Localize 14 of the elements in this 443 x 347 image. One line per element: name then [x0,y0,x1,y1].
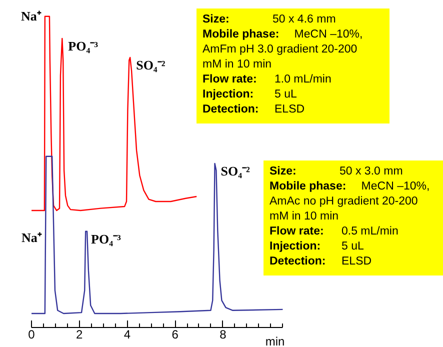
text: Size: 50 x 4.6 mm Mobile phase: MeCN –10%, AmFm pH 3.0 gradient 20-200 mM in 10 min Flow rate: 1.0 mL/min Injection: 5 uL Detection: ELSD [202,14,363,116]
x-tick-label: 0 [28,328,36,342]
annotation: PO₄⁻³ [91,231,121,246]
annotation: SO₄⁻² [220,164,250,179]
annotation: Na⁺ [22,230,42,246]
x-tick-label: 2 [76,328,84,342]
text: Size: 50 x 3.0 mm Mobile phase: MeCN –10%, AmAc no pH gradient 20-200 mM in 10 min Flow rate: 0.5 mL/min Injection: 5 uL Detection: ELSD [270,166,430,268]
annotation: SO₄⁻² [136,57,166,72]
x-axis-title: min [265,334,285,347]
annotation: PO₄⁻³ [68,38,98,54]
x-tick-label: 4 [124,328,131,342]
x-tick-label: 6 [172,328,179,342]
x-tick-label: 8 [220,328,227,342]
annotation: Na⁺ [21,8,42,24]
